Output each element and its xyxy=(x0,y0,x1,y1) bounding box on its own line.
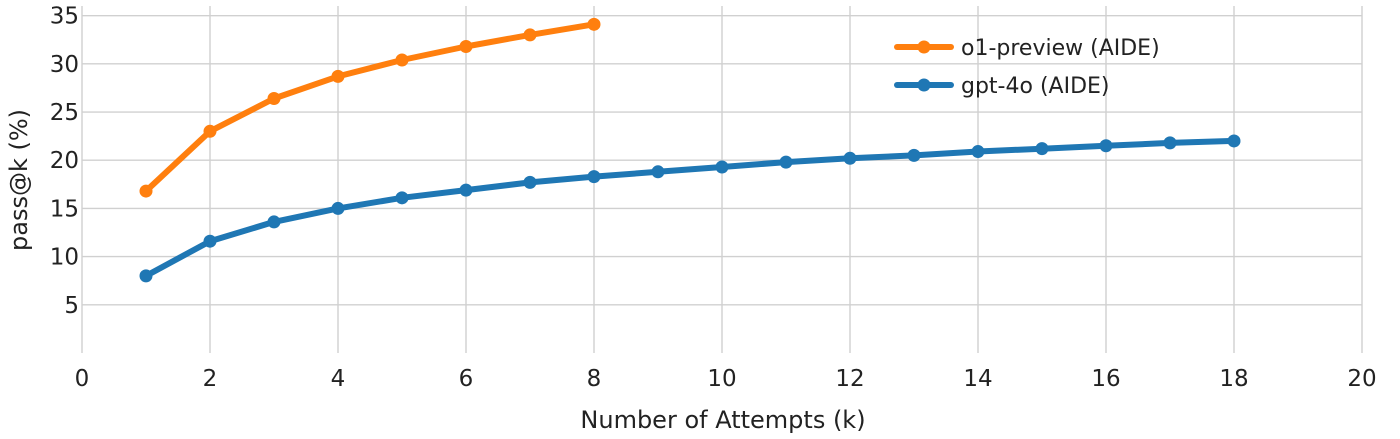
data-point xyxy=(715,160,729,174)
y-tick-label: 15 xyxy=(50,196,79,222)
data-point xyxy=(1099,139,1113,153)
legend: o1-preview (AIDE) gpt-4o (AIDE) xyxy=(894,36,1160,99)
series-layer xyxy=(139,17,1241,283)
x-tick-label: 10 xyxy=(707,366,736,392)
data-point xyxy=(1163,136,1177,150)
x-tick-label: 8 xyxy=(587,366,602,392)
data-point xyxy=(1227,134,1241,148)
legend-label: o1-preview (AIDE) xyxy=(961,36,1160,61)
data-point xyxy=(459,39,473,53)
series-line xyxy=(143,137,1237,279)
x-tick-label: 16 xyxy=(1091,366,1120,392)
data-point xyxy=(587,170,601,184)
legend-swatch-marker xyxy=(917,78,931,92)
series-line xyxy=(143,21,597,195)
data-point xyxy=(139,184,153,198)
grid xyxy=(81,6,1363,353)
legend-label: gpt-4o (AIDE) xyxy=(961,74,1110,99)
x-tick-label: 0 xyxy=(75,366,90,392)
y-tick-label: 10 xyxy=(50,245,79,271)
x-tick-label: 20 xyxy=(1347,366,1376,392)
x-axis-label: Number of Attempts (k) xyxy=(580,406,865,434)
data-point xyxy=(523,175,537,189)
data-point xyxy=(267,92,281,106)
data-point xyxy=(843,151,857,165)
data-point xyxy=(523,28,537,42)
x-tick-label: 4 xyxy=(331,366,346,392)
data-point xyxy=(907,148,921,162)
y-tick-label: 5 xyxy=(64,293,79,319)
data-point xyxy=(203,234,217,248)
series-1 xyxy=(139,134,1241,283)
data-point xyxy=(459,183,473,197)
data-point xyxy=(139,269,153,283)
x-tick-label: 12 xyxy=(835,366,864,392)
legend-swatch-marker xyxy=(917,40,931,54)
data-point xyxy=(331,69,345,83)
tick-labels: 0 2 4 6 8 10 12 14 16 18 20 5 10 15 20 25 30 35 xyxy=(50,4,1377,392)
x-tick-label: 2 xyxy=(203,366,218,392)
y-tick-label: 35 xyxy=(50,4,79,30)
y-tick-label: 25 xyxy=(50,100,79,126)
data-point xyxy=(779,155,793,169)
data-point xyxy=(331,201,345,215)
data-point xyxy=(587,17,601,31)
data-point xyxy=(395,191,409,205)
x-tick-label: 18 xyxy=(1219,366,1248,392)
y-tick-label: 20 xyxy=(50,148,79,174)
data-point xyxy=(395,53,409,67)
data-point xyxy=(203,124,217,138)
data-point xyxy=(971,145,985,159)
x-tick-label: 14 xyxy=(963,366,992,392)
x-tick-label: 6 xyxy=(459,366,474,392)
y-tick-label: 30 xyxy=(50,52,79,78)
data-point xyxy=(651,165,665,179)
y-axis-label: pass@k (%) xyxy=(5,109,33,251)
data-point xyxy=(1035,142,1049,156)
series-0 xyxy=(139,17,601,198)
data-point xyxy=(267,215,281,229)
